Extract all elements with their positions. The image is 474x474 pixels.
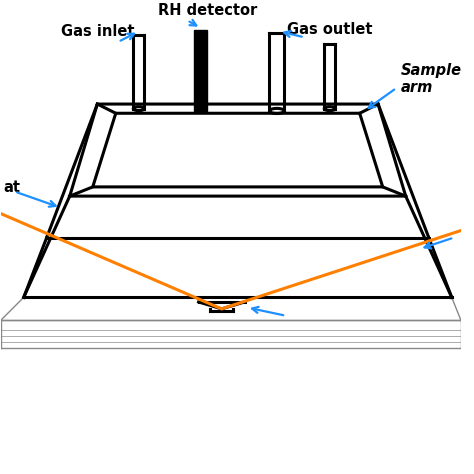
Text: Gas outlet: Gas outlet bbox=[287, 22, 373, 37]
Text: at: at bbox=[3, 180, 20, 195]
Text: Sample
arm: Sample arm bbox=[401, 63, 462, 95]
Text: Gas inlet: Gas inlet bbox=[61, 24, 134, 39]
Text: RH detector: RH detector bbox=[158, 3, 257, 18]
Polygon shape bbox=[194, 30, 207, 111]
